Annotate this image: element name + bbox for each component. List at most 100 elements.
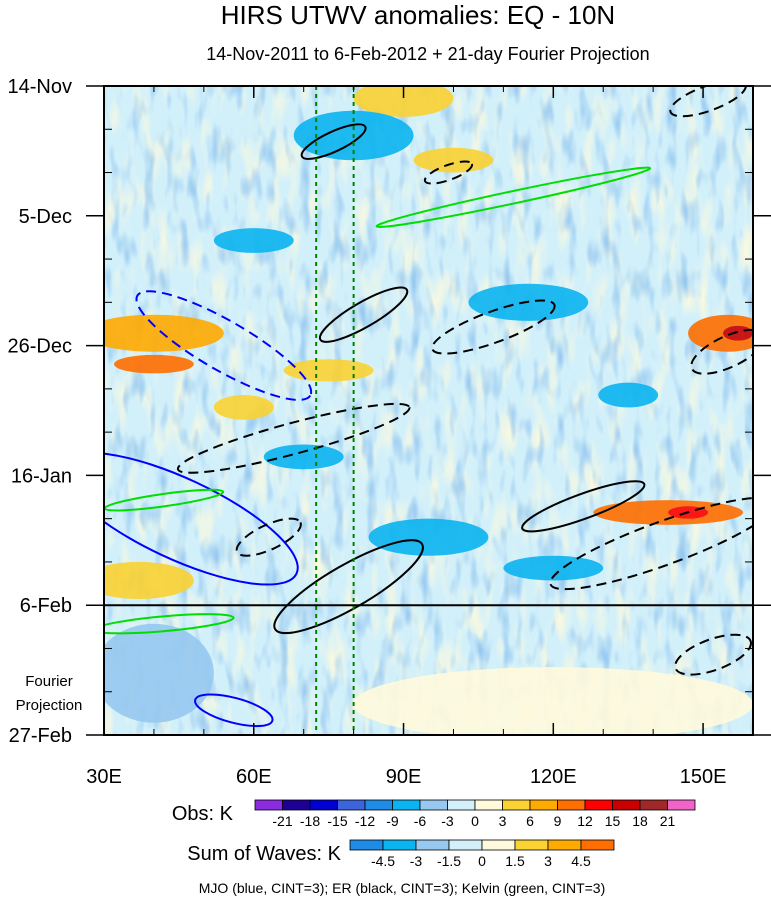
- y-tick-label: 27-Feb: [9, 725, 72, 747]
- chart-title: HIRS UTWV anomalies: EQ - 10N: [221, 0, 615, 30]
- obs-anomaly-patch-15: [503, 555, 604, 581]
- obs-anomaly-patch-10: [213, 395, 274, 420]
- chart-subtitle: 14-Nov-2011 to 6-Feb-2012 + 21-day Fouri…: [206, 44, 649, 64]
- waves-colorbar-swatch: [415, 839, 450, 851]
- contour-mjo-1: [104, 451, 299, 586]
- obs-colorbar-level-label: 18: [632, 813, 648, 829]
- waves-colorbar-swatch: [514, 839, 549, 851]
- waves-colorbar-level-label: 0: [478, 853, 486, 869]
- obs-colorbar-swatch: [364, 799, 393, 811]
- obs-anomaly-patches: [104, 86, 753, 735]
- y-tick-label: 5-Dec: [19, 206, 72, 228]
- x-tick-label: 30E: [86, 766, 122, 788]
- contour-er-9: [235, 517, 302, 557]
- obs-colorbar-level-label: -15: [327, 813, 347, 829]
- y-tick-label: 26-Dec: [8, 336, 72, 358]
- obs-colorbar-swatch: [282, 799, 311, 811]
- contour-er-14: [674, 633, 752, 676]
- plot-area: [104, 86, 753, 735]
- waves-colorbar-swatch: [448, 839, 483, 851]
- obs-anomaly-patch-19: [263, 444, 344, 470]
- obs-colorbar-level-label: -12: [355, 813, 375, 829]
- obs-anomaly-patch-16: [104, 623, 214, 723]
- waves-colorbar-swatch: [580, 839, 615, 851]
- obs-colorbar-level-label: -6: [414, 813, 427, 829]
- obs-colorbar-level-label: 6: [526, 813, 534, 829]
- obs-colorbar-swatch: [392, 799, 421, 811]
- waves-colorbar-level-label: 3: [544, 853, 552, 869]
- y-tick-label: 6-Feb: [20, 595, 72, 617]
- waves-colorbar-level-label: -4.5: [371, 853, 395, 869]
- contour-er-3: [300, 123, 367, 160]
- obs-colorbar-swatch: [419, 799, 448, 811]
- projection-label-line2: Projection: [16, 697, 83, 714]
- obs-anomaly-patch-9: [283, 359, 374, 382]
- obs-colorbar-swatch: [639, 799, 668, 811]
- contour-kelvin-17: [104, 613, 235, 635]
- contour-er-7: [431, 299, 556, 355]
- obs-colorbar: Obs: K -21 -18 -15 -12 -9 -6 -3 0 3 6 9 12 15 18 21: [172, 799, 696, 829]
- obs-colorbar-level-label: 15: [605, 813, 621, 829]
- obs-colorbar-level-label: 3: [499, 813, 507, 829]
- obs-anomaly-patch-4: [723, 325, 753, 341]
- obs-colorbar-swatch: [474, 799, 503, 811]
- obs-colorbar-level-label: 12: [577, 813, 593, 829]
- obs-colorbar-label: Obs: K: [172, 803, 234, 825]
- footnote: MJO (blue, CINT=3); ER (black, CINT=3); …: [199, 880, 606, 896]
- contour-er-6: [521, 480, 646, 533]
- obs-colorbar-level-label: 9: [554, 813, 562, 829]
- axes: 30E 60E 90E 120E 150E 14-Nov 5-Dec 26-Dec 16-Jan…: [8, 76, 771, 788]
- obs-colorbar-swatch: [337, 799, 366, 811]
- obs-colorbar-swatch: [667, 799, 696, 811]
- obs-anomaly-patch-14: [368, 518, 489, 556]
- contour-mjo-0: [135, 290, 313, 401]
- obs-anomaly-patch-2: [104, 561, 194, 600]
- plot-frame: [103, 85, 754, 736]
- waves-colorbar-level-label: 1.5: [505, 853, 525, 869]
- x-tick-label: 90E: [386, 766, 422, 788]
- waves-colorbar: Sum of Waves: K -4.5 -3 -1.5 0 1.5 3 4.5: [187, 839, 615, 869]
- obs-field-cool: [104, 86, 753, 735]
- obs-colorbar-swatch: [254, 799, 283, 811]
- obs-colorbar-swatch: [529, 799, 558, 811]
- obs-colorbar-level-label: -21: [272, 813, 292, 829]
- contour-er-4: [318, 286, 409, 343]
- projection-label-line1: Fourier: [25, 673, 73, 690]
- contour-kelvin-15: [375, 166, 652, 228]
- obs-colorbar-level-label: 0: [471, 813, 479, 829]
- waves-colorbar-level-label: -3: [410, 853, 423, 869]
- contour-er-11: [423, 160, 474, 185]
- obs-colorbar-swatch: [584, 799, 613, 811]
- obs-cool-layer: [104, 86, 753, 735]
- waves-colorbar-level-label: -1.5: [437, 853, 461, 869]
- obs-colorbar-level-label: -3: [441, 813, 454, 829]
- obs-anomaly-patch-18: [598, 382, 659, 408]
- obs-anomaly-patch-8: [413, 147, 494, 173]
- obs-anomaly-patch-7: [353, 86, 454, 117]
- obs-anomaly-patch-1: [113, 354, 194, 374]
- y-tick-label: 14-Nov: [8, 76, 72, 98]
- obs-colorbar-level-label: 21: [660, 813, 676, 829]
- contour-er-13: [690, 328, 753, 375]
- obs-anomaly-patch-17: [213, 228, 294, 253]
- obs-anomaly-patch-11: [353, 667, 753, 735]
- waves-colorbar-swatch: [547, 839, 582, 851]
- obs-colorbar-swatch: [612, 799, 641, 811]
- waves-colorbar-swatch: [481, 839, 516, 851]
- waves-colorbar-swatch: [349, 839, 384, 851]
- contour-er-10: [549, 496, 753, 591]
- waves-colorbar-swatch: [382, 839, 417, 851]
- obs-colorbar-swatch: [557, 799, 586, 811]
- x-tick-label: 150E: [680, 766, 727, 788]
- obs-colorbar-swatch: [502, 799, 531, 811]
- waves-colorbar-level-label: 4.5: [571, 853, 591, 869]
- obs-colorbar-level-label: -9: [386, 813, 399, 829]
- x-tick-label: 120E: [530, 766, 577, 788]
- waves-colorbar-label: Sum of Waves: K: [187, 843, 341, 865]
- contour-mjo-2: [194, 693, 274, 728]
- obs-colorbar-level-label: -18: [300, 813, 320, 829]
- obs-anomaly-patch-3: [688, 314, 753, 352]
- plot-interior: [104, 86, 753, 735]
- obs-colorbar-swatch: [447, 799, 476, 811]
